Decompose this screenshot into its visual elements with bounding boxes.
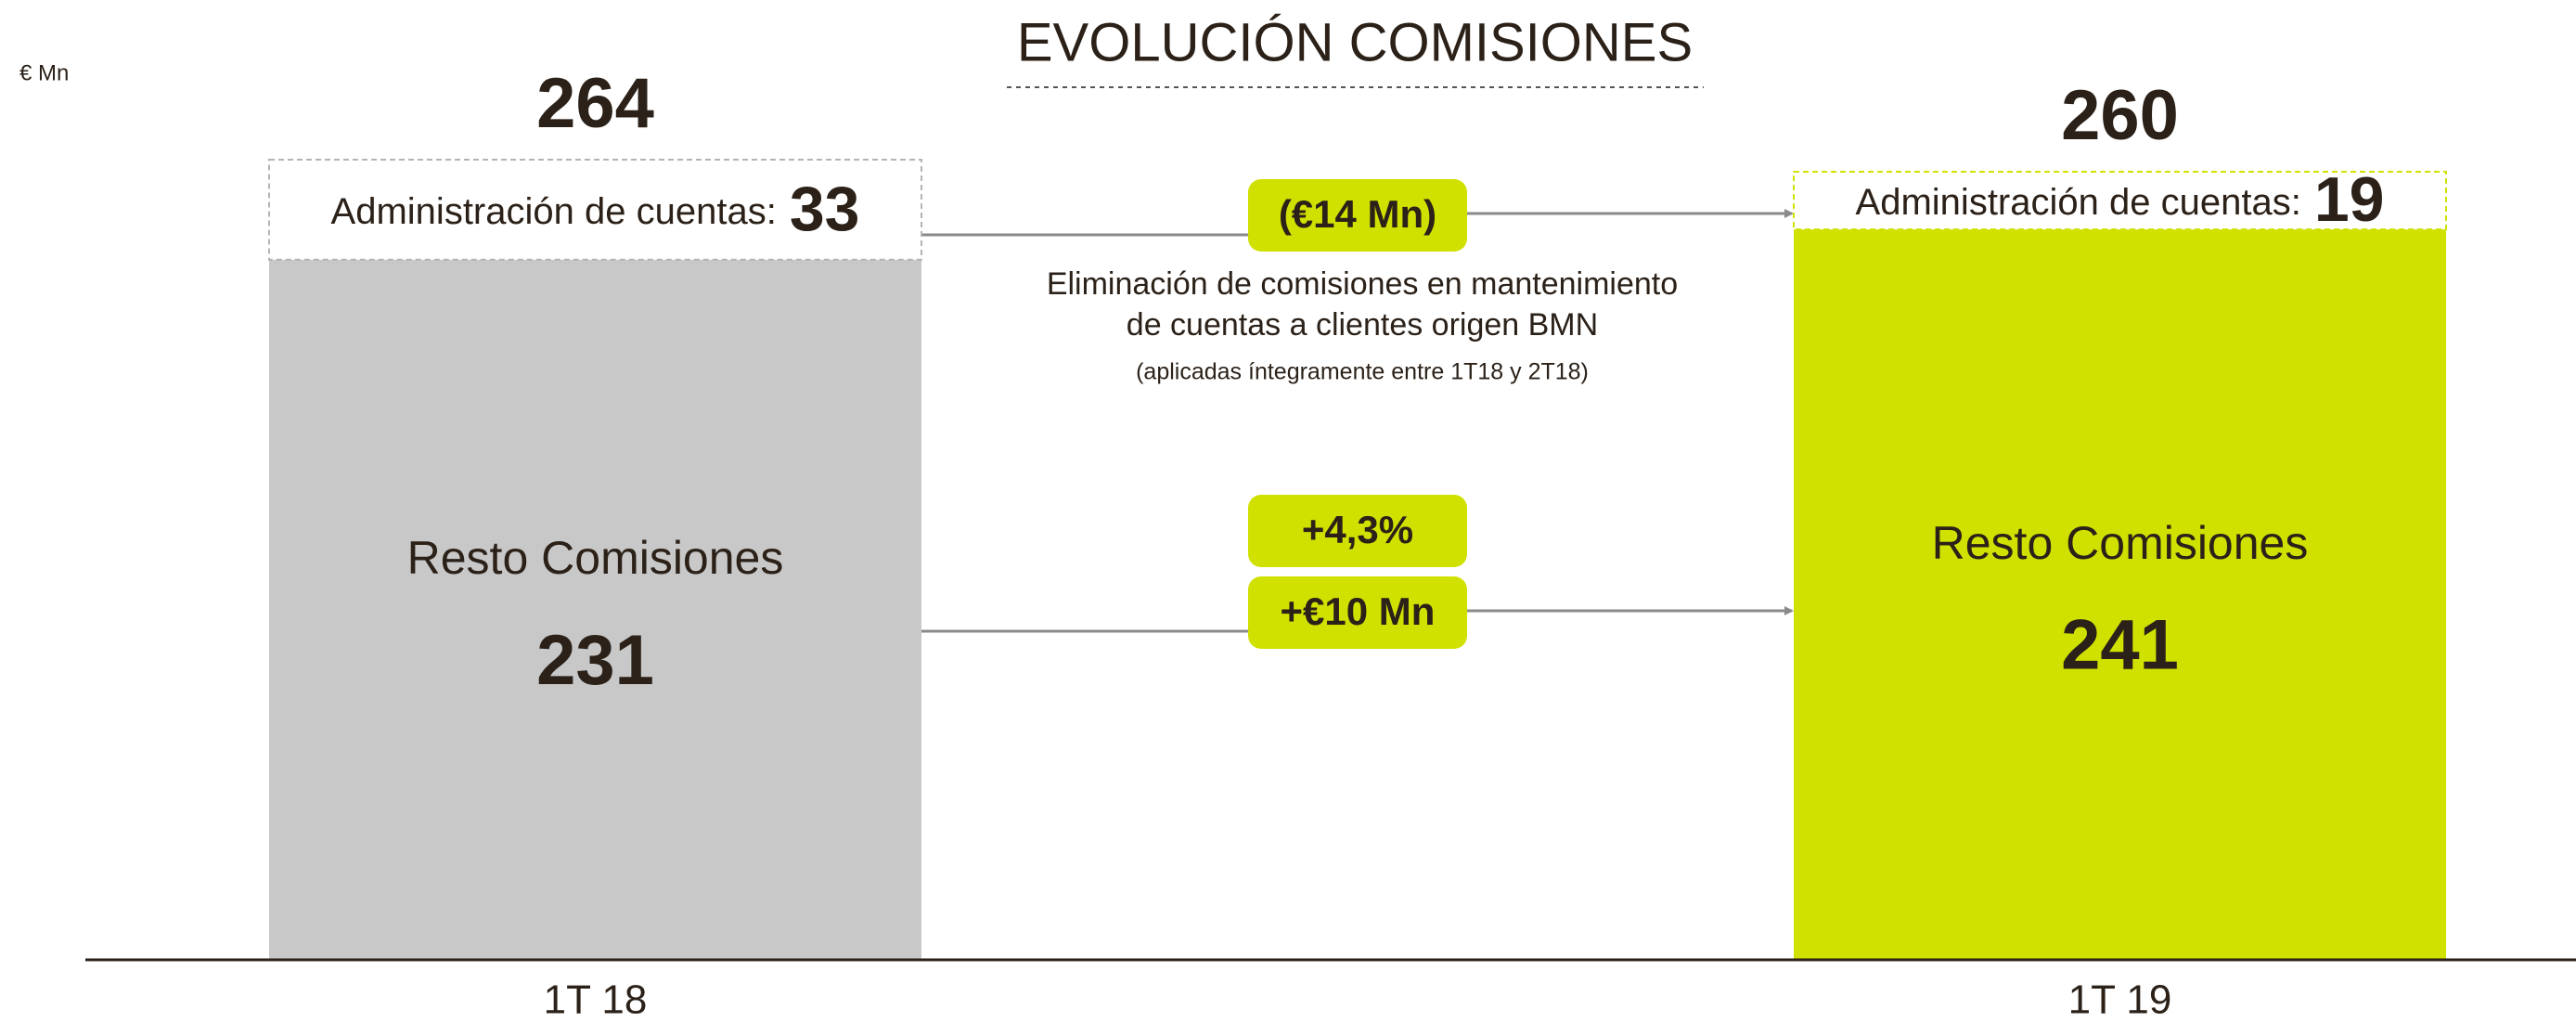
annotation-pill	[1248, 576, 1467, 649]
x-tick-label: 1T 19	[2068, 977, 2172, 1022]
annotation: +€10 Mn	[1281, 589, 1436, 633]
total-label: 260	[2061, 76, 2179, 155]
chart-title: EVOLUCIÓN COMISIONES	[1017, 12, 1693, 72]
bar-segment	[1794, 229, 2446, 960]
total-label: 264	[536, 64, 654, 143]
bar-segment	[268, 159, 922, 261]
segment-label: Administración de cuentas: 19	[1856, 164, 2385, 235]
segment-label: Administración de cuentas: 33	[331, 174, 860, 244]
annotation: Eliminación de comisiones en mantenimien…	[1047, 266, 1678, 302]
annotation: +4,3%	[1302, 508, 1413, 551]
annotation-pill	[1248, 179, 1467, 252]
segment-name: Administración de cuentas:	[331, 190, 777, 231]
segment-name: Administración de cuentas:	[1856, 182, 2301, 223]
unit-label: € Mn	[19, 60, 69, 85]
bar-segment	[269, 259, 921, 960]
segment-value: 33	[790, 174, 860, 244]
segment-value: 241	[2061, 606, 2179, 685]
annotation: (€14 Mn)	[1279, 192, 1436, 236]
annotation: de cuentas a clientes origen BMN	[1127, 307, 1598, 343]
annotation-pill	[1248, 495, 1467, 567]
annotation-note: (aplicadas íntegramente entre 1T18 y 2T1…	[1136, 359, 1589, 385]
segment-name: Resto Comisiones	[1932, 517, 2309, 569]
segment-value: 19	[2314, 164, 2385, 235]
bar-segment	[1793, 171, 2447, 231]
segment-value: 231	[536, 621, 654, 700]
segment-name: Resto Comisiones	[407, 532, 784, 584]
x-tick-label: 1T 18	[544, 977, 648, 1022]
